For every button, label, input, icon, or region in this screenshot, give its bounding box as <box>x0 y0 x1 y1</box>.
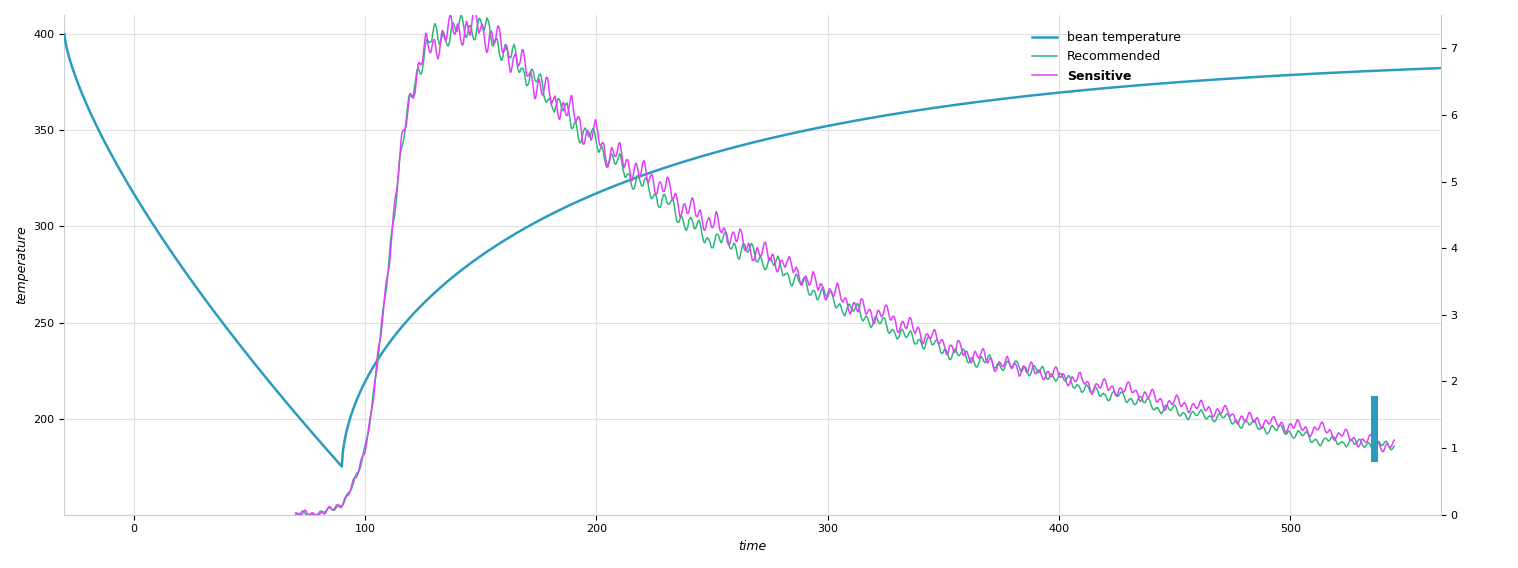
Legend: bean temperature, Recommended, Sensitive: bean temperature, Recommended, Sensitive <box>1028 26 1186 87</box>
bean temperature <box>689 154 707 161</box>
bean temperature <box>1392 66 1410 73</box>
Sensitive <box>290 511 308 518</box>
Recommended <box>914 343 932 349</box>
bean temperature <box>332 463 351 470</box>
bean temperature <box>126 191 144 198</box>
Recommended <box>372 320 390 327</box>
Recommended <box>452 12 471 19</box>
Recommended <box>1386 443 1404 450</box>
Sensitive <box>797 273 815 279</box>
Sensitive <box>372 327 390 334</box>
Line: bean temperature: bean temperature <box>64 34 1441 466</box>
Sensitive <box>914 340 932 346</box>
Sensitive <box>1386 437 1404 444</box>
Sensitive <box>754 243 773 250</box>
Sensitive <box>417 30 436 37</box>
Line: Sensitive: Sensitive <box>296 9 1395 515</box>
Recommended <box>417 39 436 45</box>
bean temperature <box>726 144 744 151</box>
bean temperature <box>1392 66 1410 73</box>
Recommended <box>287 509 305 516</box>
Recommended <box>797 277 815 283</box>
X-axis label: time: time <box>738 540 767 553</box>
Sensitive <box>287 511 305 518</box>
bean temperature <box>1431 65 1450 72</box>
Recommended <box>754 263 773 270</box>
bean temperature <box>55 31 73 37</box>
Y-axis label: temperature: temperature <box>15 225 27 304</box>
Sensitive <box>777 262 795 269</box>
bean temperature <box>1140 81 1158 88</box>
Line: Recommended: Recommended <box>296 15 1395 515</box>
Sensitive <box>466 5 484 12</box>
Recommended <box>298 511 316 518</box>
Recommended <box>777 270 795 277</box>
